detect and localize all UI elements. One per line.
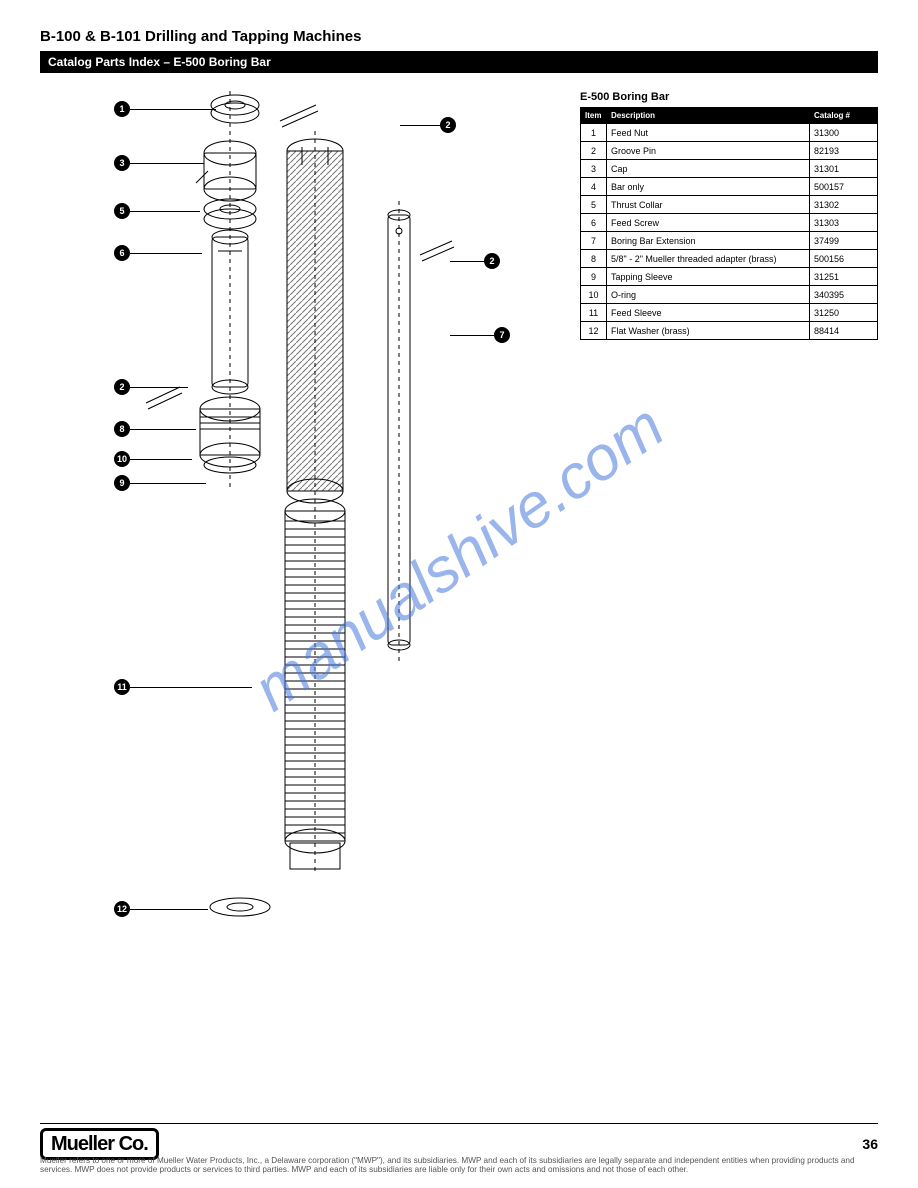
table-cell: 31300 — [810, 124, 878, 142]
footer-trademark-text: Mueller refers to one or more of Mueller… — [40, 1156, 878, 1174]
page-title-bar: Catalog Parts Index – E-500 Boring Bar — [40, 51, 878, 73]
table-row: 4Bar only500157 — [581, 178, 878, 196]
parts-table-caption: E-500 Boring Bar — [580, 91, 878, 103]
table-cell: Tapping Sleeve — [607, 268, 810, 286]
table-cell: Flat Washer (brass) — [607, 322, 810, 340]
table-row: 6Feed Screw31303 — [581, 214, 878, 232]
table-cell: 88414 — [810, 322, 878, 340]
diagram-svg — [80, 91, 520, 971]
table-cell: 10 — [581, 286, 607, 304]
table-cell: Bar only — [607, 178, 810, 196]
table-cell: 500157 — [810, 178, 878, 196]
table-cell: O-ring — [607, 286, 810, 304]
parts-table-header: Description — [607, 108, 810, 124]
table-cell: 3 — [581, 160, 607, 178]
table-cell: 340395 — [810, 286, 878, 304]
table-cell: Boring Bar Extension — [607, 232, 810, 250]
table-cell: Feed Sleeve — [607, 304, 810, 322]
table-row: 3Cap31301 — [581, 160, 878, 178]
table-cell: Feed Nut — [607, 124, 810, 142]
exploded-diagram: 1356281091112227 — [80, 91, 520, 971]
table-cell: Feed Screw — [607, 214, 810, 232]
table-cell: Thrust Collar — [607, 196, 810, 214]
parts-table: ItemDescriptionCatalog # 1Feed Nut313002… — [580, 107, 878, 340]
table-cell: 2 — [581, 142, 607, 160]
table-row: 5Thrust Collar31302 — [581, 196, 878, 214]
page-number: 36 — [862, 1136, 878, 1152]
table-cell: 31251 — [810, 268, 878, 286]
table-row: 1Feed Nut31300 — [581, 124, 878, 142]
table-cell: Cap — [607, 160, 810, 178]
table-cell: 6 — [581, 214, 607, 232]
table-cell: 8 — [581, 250, 607, 268]
table-row: 10O-ring340395 — [581, 286, 878, 304]
page-footer: Mueller Co. Mueller refers to one or mor… — [40, 1123, 878, 1160]
table-row: 7Boring Bar Extension37499 — [581, 232, 878, 250]
parts-table-header: Catalog # — [810, 108, 878, 124]
parts-table-wrap: E-500 Boring Bar ItemDescriptionCatalog … — [580, 91, 878, 340]
table-cell: 82193 — [810, 142, 878, 160]
table-cell: 5/8" - 2" Mueller threaded adapter (bras… — [607, 250, 810, 268]
table-row: 11Feed Sleeve31250 — [581, 304, 878, 322]
table-cell: 37499 — [810, 232, 878, 250]
table-cell: 12 — [581, 322, 607, 340]
table-cell: 4 — [581, 178, 607, 196]
table-cell: 31250 — [810, 304, 878, 322]
table-cell: 1 — [581, 124, 607, 142]
table-row: 12Flat Washer (brass)88414 — [581, 322, 878, 340]
table-row: 9Tapping Sleeve31251 — [581, 268, 878, 286]
table-cell: Groove Pin — [607, 142, 810, 160]
table-cell: 7 — [581, 232, 607, 250]
table-cell: 5 — [581, 196, 607, 214]
content-area: 1356281091112227 E-500 Boring Bar ItemDe… — [40, 91, 878, 991]
table-row: 2Groove Pin82193 — [581, 142, 878, 160]
table-cell: 31302 — [810, 196, 878, 214]
product-header: B-100 & B-101 Drilling and Tapping Machi… — [40, 28, 878, 45]
table-cell: 500156 — [810, 250, 878, 268]
table-cell: 9 — [581, 268, 607, 286]
table-row: 85/8" - 2" Mueller threaded adapter (bra… — [581, 250, 878, 268]
parts-table-header: Item — [581, 108, 607, 124]
table-cell: 11 — [581, 304, 607, 322]
table-cell: 31303 — [810, 214, 878, 232]
table-cell: 31301 — [810, 160, 878, 178]
